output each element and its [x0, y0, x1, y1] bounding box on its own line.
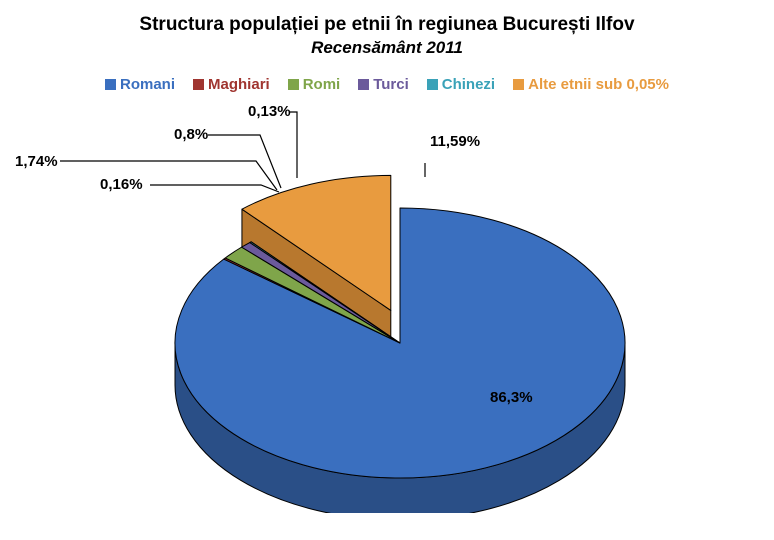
chart-title: Structura populației pe etnii în regiune… [0, 14, 774, 36]
pie-chart [0, 93, 774, 513]
data-label: 0,13% [248, 103, 291, 120]
chart-subtitle: Recensământ 2011 [0, 38, 774, 58]
data-label: 0,8% [174, 126, 208, 143]
leader-line [290, 112, 297, 178]
legend: Romani Maghiari Romi Turci Chinezi Alte etnii… [0, 76, 774, 93]
legend-swatch [513, 79, 524, 90]
legend-label: Romani [120, 76, 175, 93]
legend-label: Maghiari [208, 76, 270, 93]
legend-item: Maghiari [193, 76, 270, 93]
legend-item: Chinezi [427, 76, 495, 93]
chart-area: 86,3% 0,16% 1,74% 0,8% 0,13% 11,59% [0, 93, 774, 513]
legend-label: Turci [373, 76, 409, 93]
data-label: 11,59% [430, 133, 480, 150]
legend-item: Alte etnii sub 0,05% [513, 76, 669, 93]
legend-swatch [358, 79, 369, 90]
legend-label: Alte etnii sub 0,05% [528, 76, 669, 93]
legend-item: Romani [105, 76, 175, 93]
legend-swatch [427, 79, 438, 90]
leader-line [60, 161, 277, 190]
data-label: 0,16% [100, 176, 143, 193]
legend-label: Romi [303, 76, 341, 93]
data-label: 86,3% [490, 389, 533, 406]
legend-swatch [288, 79, 299, 90]
legend-item: Romi [288, 76, 341, 93]
legend-label: Chinezi [442, 76, 495, 93]
legend-swatch [193, 79, 204, 90]
legend-swatch [105, 79, 116, 90]
legend-item: Turci [358, 76, 409, 93]
leader-line [150, 185, 279, 192]
data-label: 1,74% [15, 153, 58, 170]
